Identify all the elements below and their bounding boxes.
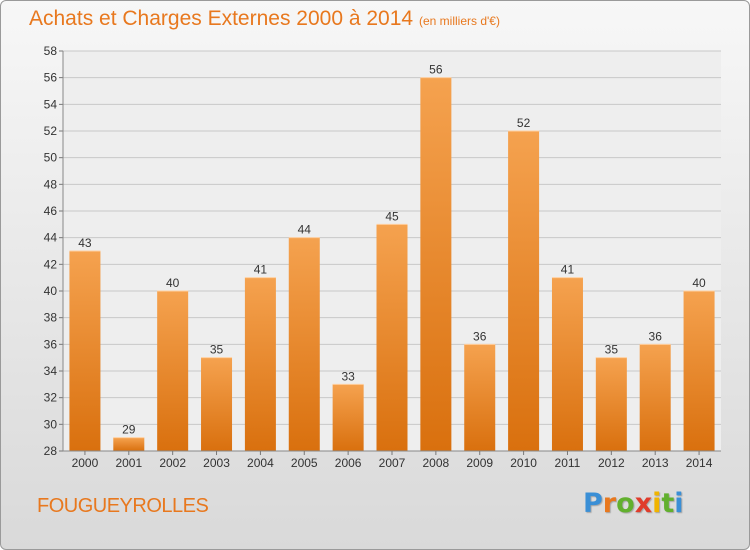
data-label: 35 xyxy=(605,343,619,357)
y-tick-label: 30 xyxy=(44,417,58,431)
logo-letter: i xyxy=(674,488,684,519)
data-label: 35 xyxy=(210,343,224,357)
y-tick-label: 28 xyxy=(44,444,58,458)
bar xyxy=(595,357,627,451)
x-tick-label: 2005 xyxy=(291,456,318,470)
y-tick-label: 38 xyxy=(44,311,58,325)
bars: 43 29 40 35 41 44 33 45 56 36 52 41 35 36 40 xyxy=(69,63,715,452)
x-tick-label: 2003 xyxy=(203,456,230,470)
x-tick-label: 2006 xyxy=(335,456,362,470)
axes: 28 30 32 34 36 38 40 42 44 46 48 50 52 54 56 58 2000 2001… xyxy=(44,44,721,470)
bar xyxy=(288,237,320,451)
bar xyxy=(332,384,364,451)
chart-subtitle: (en milliers d'€) xyxy=(419,14,500,28)
bar xyxy=(551,277,583,451)
bar xyxy=(113,437,145,451)
y-tick-label: 34 xyxy=(44,364,58,378)
bar xyxy=(464,344,496,451)
bar xyxy=(157,291,189,451)
x-tick-label: 2011 xyxy=(555,456,581,470)
x-tick-label: 2009 xyxy=(466,456,493,470)
logo-letter: t xyxy=(661,488,675,519)
x-tick-label: 2012 xyxy=(598,456,625,470)
y-tick-label: 32 xyxy=(44,391,58,405)
x-tick-label: 2013 xyxy=(642,456,669,470)
bar xyxy=(69,251,101,451)
y-tick-label: 56 xyxy=(44,71,58,85)
x-tick-label: 2001 xyxy=(115,456,142,470)
data-label: 52 xyxy=(517,116,531,130)
logo-letter: r xyxy=(602,488,617,519)
logo-letter: x xyxy=(634,488,653,519)
bar xyxy=(201,357,233,451)
place-name: FOUGUEYROLLES xyxy=(37,495,209,517)
y-tick-label: 48 xyxy=(44,177,58,191)
x-tick-label: 2002 xyxy=(159,456,186,470)
bar xyxy=(639,344,671,451)
y-tick-label: 54 xyxy=(44,97,58,111)
data-label: 36 xyxy=(649,329,663,343)
y-tick-label: 44 xyxy=(44,231,58,245)
x-tick-label: 2000 xyxy=(72,456,99,470)
data-label: 36 xyxy=(473,329,487,343)
y-tick-label: 40 xyxy=(44,284,58,298)
logo-letter: i xyxy=(652,488,662,519)
proxiti-logo: Proxiti xyxy=(583,488,684,519)
data-label: 56 xyxy=(429,63,443,77)
logo-letter: o xyxy=(616,488,635,519)
bar xyxy=(508,131,540,451)
data-label: 41 xyxy=(561,263,575,277)
x-tick-label: 2007 xyxy=(379,456,406,470)
y-tick-label: 42 xyxy=(44,257,58,271)
x-tick-label: 2014 xyxy=(686,456,713,470)
x-tick-label: 2010 xyxy=(510,456,537,470)
chart-title: Achats et Charges Externes 2000 à 2014 xyxy=(29,7,414,30)
data-label: 40 xyxy=(692,276,706,290)
y-tick-label: 50 xyxy=(44,151,58,165)
bar xyxy=(376,224,408,451)
x-tick-label: 2008 xyxy=(423,456,450,470)
bar xyxy=(420,77,452,452)
y-tick-label: 46 xyxy=(44,204,58,218)
y-tick-label: 58 xyxy=(44,44,58,58)
data-label: 45 xyxy=(385,209,399,223)
data-label: 29 xyxy=(122,423,136,437)
bar xyxy=(244,277,276,451)
y-tick-label: 36 xyxy=(44,337,58,351)
data-label: 40 xyxy=(166,276,180,290)
x-tick-label: 2004 xyxy=(247,456,274,470)
data-label: 43 xyxy=(78,236,92,250)
y-tick-label: 52 xyxy=(44,124,58,138)
data-label: 44 xyxy=(298,223,312,237)
bar xyxy=(683,291,715,451)
logo-letter: P xyxy=(583,488,603,519)
data-label: 33 xyxy=(341,369,355,383)
data-label: 41 xyxy=(254,263,268,277)
